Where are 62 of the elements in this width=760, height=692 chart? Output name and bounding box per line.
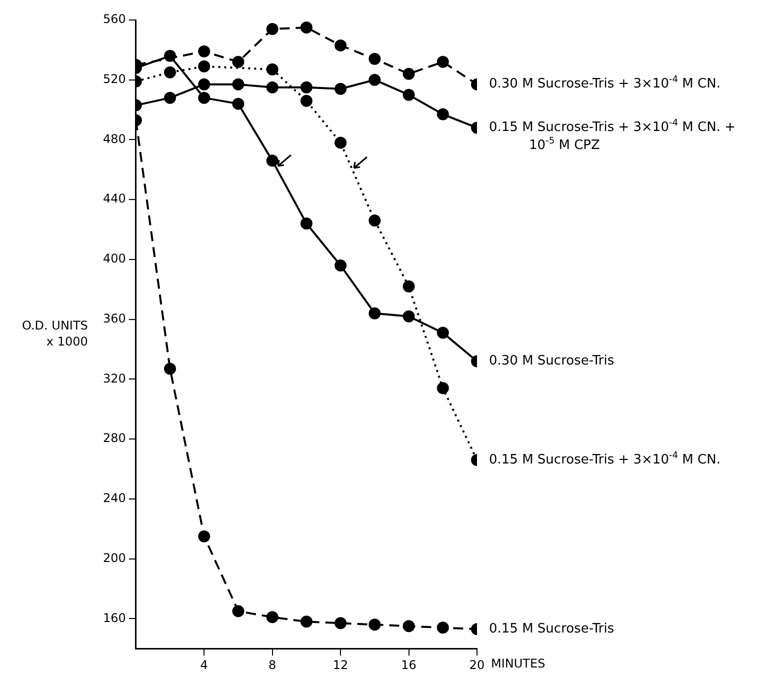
- point: [402, 310, 415, 322]
- y-tick-label: 240: [103, 491, 126, 506]
- point: [266, 81, 278, 94]
- y-tick-label: 360: [103, 311, 126, 326]
- point: [402, 620, 415, 632]
- point: [232, 605, 244, 618]
- point: [436, 56, 449, 68]
- y-tick-label: 320: [103, 371, 126, 386]
- point: [300, 94, 312, 107]
- point: [436, 622, 449, 634]
- y-tick-label: 200: [103, 550, 126, 565]
- y-tick-label: 520: [103, 72, 126, 86]
- point: [232, 56, 244, 68]
- point: [436, 382, 449, 394]
- point: [198, 78, 210, 90]
- point: [300, 81, 312, 94]
- series-label: 0.15 M Sucrose-Tris: [489, 622, 614, 637]
- point: [334, 39, 347, 52]
- series-label: 0.30 M Sucrose-Tris: [489, 354, 614, 369]
- point: [266, 611, 278, 624]
- point: [402, 88, 415, 101]
- point: [402, 68, 415, 80]
- point: [334, 617, 347, 630]
- point: [164, 66, 176, 78]
- x-tick-label: 8: [268, 658, 276, 672]
- x-tick-label: 12: [332, 658, 348, 672]
- point: [232, 98, 244, 110]
- point: [232, 78, 244, 90]
- point: [368, 214, 381, 227]
- point: [368, 618, 381, 631]
- point: [266, 154, 278, 167]
- point: [198, 60, 210, 72]
- point: [334, 136, 347, 149]
- point: [436, 326, 449, 339]
- point: [334, 259, 347, 272]
- y-tick-label: 160: [103, 610, 126, 625]
- point: [368, 52, 381, 65]
- y-axis-title: O.D. UNITS x 1000: [22, 318, 88, 348]
- point: [266, 63, 278, 76]
- point: [300, 616, 312, 628]
- point: [334, 82, 347, 95]
- point: [436, 108, 449, 120]
- point: [300, 218, 312, 230]
- point: [198, 92, 210, 104]
- y-tick-label: 440: [103, 192, 126, 206]
- point: [198, 45, 210, 58]
- x-axis-title: MINUTES: [491, 656, 546, 671]
- x-tick-label: 16: [401, 658, 416, 672]
- y-tick-label: 560: [103, 12, 126, 26]
- point: [198, 530, 210, 542]
- point: [266, 22, 278, 35]
- point: [164, 92, 176, 104]
- y-tick-label: 480: [103, 132, 126, 146]
- point: [368, 74, 381, 86]
- y-tick-label: 280: [103, 431, 126, 446]
- x-tick-label: 20: [469, 658, 485, 672]
- point: [164, 362, 176, 375]
- point: [402, 280, 415, 292]
- point: [368, 307, 381, 320]
- x-tick-label: 4: [200, 658, 208, 672]
- point: [300, 21, 312, 34]
- y-tick-label: 400: [103, 252, 126, 266]
